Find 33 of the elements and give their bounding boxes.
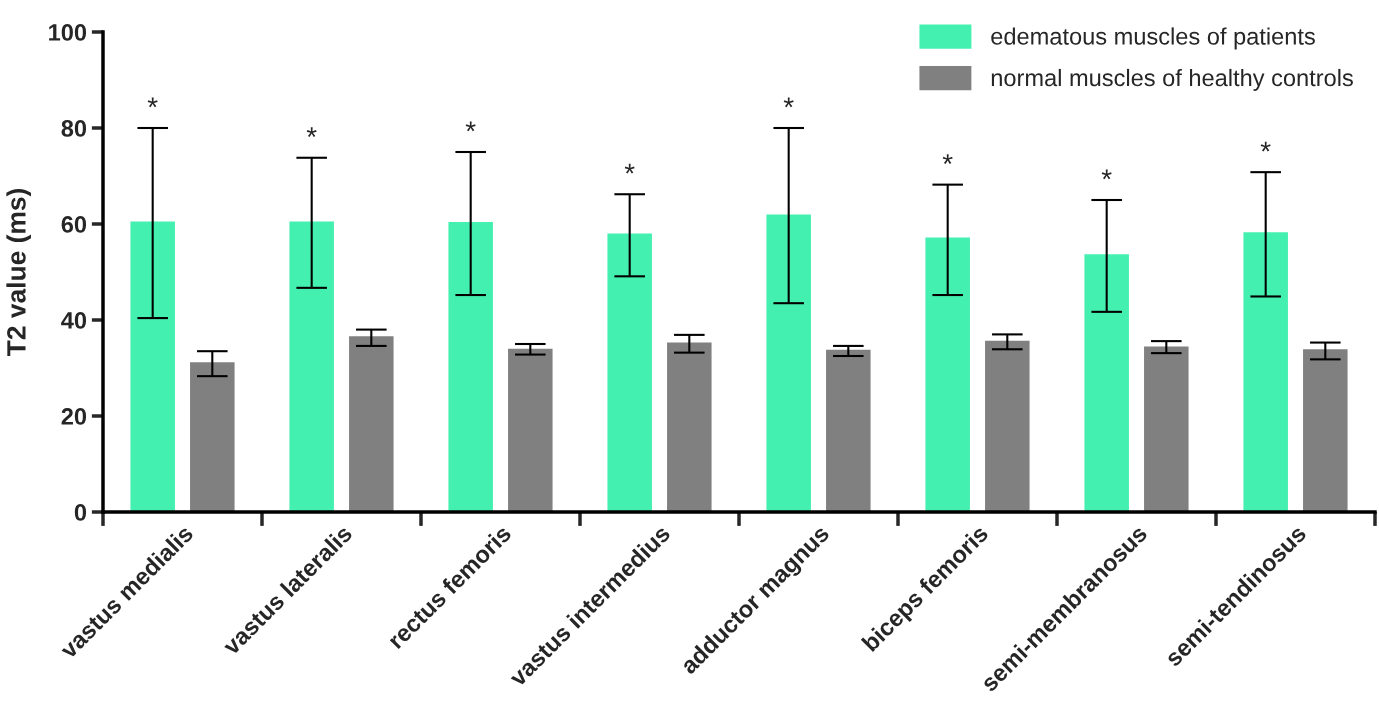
- annotation: *: [147, 97, 158, 108]
- bar: [1243, 232, 1288, 512]
- annotation: *: [1101, 169, 1112, 180]
- bar: [448, 222, 493, 512]
- annotation: *: [624, 163, 635, 174]
- legend-label: edematous muscles of patients: [991, 27, 1315, 50]
- bar: [1144, 346, 1189, 512]
- y-tick-label: 80: [61, 120, 87, 137]
- bar: [190, 362, 235, 512]
- legend-label: normal muscles of healthy controls: [991, 68, 1353, 91]
- y-tick-label: 60: [61, 216, 87, 233]
- annotation: *: [465, 121, 476, 132]
- bar: [1303, 349, 1348, 512]
- y-tick-label: 20: [61, 408, 87, 425]
- bar: [925, 237, 970, 512]
- annotation: *: [306, 127, 317, 138]
- y-axis-title: T2 value (ms): [6, 188, 31, 357]
- bar: [985, 340, 1030, 512]
- bar: [130, 221, 175, 512]
- y-tick-label: 40: [61, 312, 87, 329]
- y-tick-label: 100: [49, 24, 87, 41]
- bar: [1084, 254, 1129, 512]
- bar: [508, 348, 553, 512]
- bar: [667, 342, 712, 512]
- bar: [607, 233, 652, 512]
- annotation: *: [783, 97, 794, 108]
- y-tick-label: 0: [74, 504, 87, 521]
- annotation: *: [1260, 141, 1271, 152]
- bar: [826, 349, 871, 512]
- bar: [349, 336, 394, 512]
- bar: [289, 221, 334, 512]
- annotation: *: [942, 154, 953, 164]
- bar: [766, 214, 811, 512]
